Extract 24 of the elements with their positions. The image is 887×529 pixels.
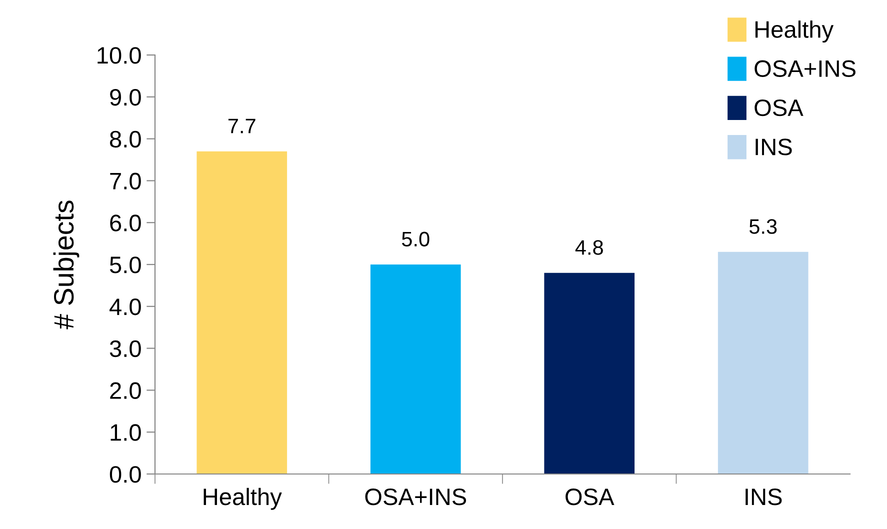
legend-label: Healthy bbox=[755, 20, 834, 43]
y-tick-label: 5.0 bbox=[110, 256, 141, 274]
legend-label: INS bbox=[756, 138, 792, 156]
y-tick-label: 1.0 bbox=[110, 424, 141, 441]
data-label: 7.7 bbox=[228, 118, 256, 134]
data-label: 4.8 bbox=[575, 240, 603, 255]
x-tick-label: OSA+INS bbox=[365, 488, 466, 506]
x-tick-label: OSA bbox=[566, 488, 614, 506]
y-axis-title: # Subjects bbox=[53, 200, 80, 330]
y-tick-label: 6.0 bbox=[110, 214, 141, 232]
legend-label: OSA bbox=[754, 99, 804, 116]
y-tick-label: 4.0 bbox=[110, 298, 141, 316]
y-tick-label: 7.0 bbox=[110, 172, 141, 190]
x-tick-label: Healthy bbox=[204, 488, 282, 510]
y-tick-label: 0.0 bbox=[110, 466, 141, 483]
data-label: 5.0 bbox=[402, 232, 430, 246]
x-tick-label: INS bbox=[746, 488, 782, 506]
y-tick-label: 10.0 bbox=[98, 47, 141, 64]
y-tick-label: 9.0 bbox=[110, 88, 141, 106]
y-tick-label: 2.0 bbox=[110, 382, 141, 399]
y-tick-label: 3.0 bbox=[110, 340, 141, 358]
data-label: 5.3 bbox=[749, 219, 777, 234]
y-tick-label: 8.0 bbox=[110, 130, 141, 148]
legend-label: OSA+INS bbox=[754, 60, 856, 78]
